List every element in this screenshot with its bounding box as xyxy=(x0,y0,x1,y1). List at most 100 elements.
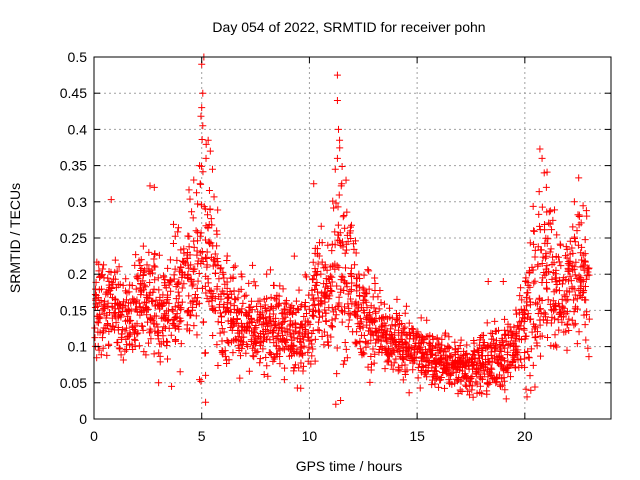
data-point xyxy=(367,353,375,361)
data-point xyxy=(314,288,322,296)
data-point xyxy=(372,339,380,347)
data-point xyxy=(571,291,579,299)
data-point xyxy=(333,71,341,79)
data-point xyxy=(208,302,216,310)
data-point xyxy=(245,279,253,287)
data-point xyxy=(583,311,591,319)
data-point xyxy=(370,304,378,312)
data-point xyxy=(536,321,544,329)
data-point xyxy=(501,344,509,352)
data-point xyxy=(520,324,528,332)
data-point xyxy=(190,176,198,184)
data-point xyxy=(270,339,278,347)
data-point xyxy=(314,294,322,302)
data-point xyxy=(311,265,319,273)
data-point xyxy=(144,339,152,347)
data-point xyxy=(461,372,469,380)
data-point xyxy=(114,324,122,332)
data-point xyxy=(353,339,361,347)
data-point xyxy=(210,193,218,201)
data-point xyxy=(452,368,460,376)
data-point xyxy=(224,338,232,346)
data-point xyxy=(581,250,589,258)
data-point xyxy=(584,265,592,273)
data-point xyxy=(401,338,409,346)
data-point xyxy=(553,343,561,351)
data-point xyxy=(185,292,193,300)
data-point xyxy=(156,293,164,301)
x-tick-labels: 0 5 10 15 20 xyxy=(90,428,533,444)
data-point xyxy=(188,208,196,216)
data-point xyxy=(444,344,452,352)
data-point xyxy=(552,278,560,286)
data-point xyxy=(376,345,384,353)
data-point xyxy=(186,312,194,320)
data-point xyxy=(97,296,105,304)
data-point xyxy=(365,267,373,275)
data-point xyxy=(131,322,139,330)
data-point xyxy=(204,223,212,231)
data-point xyxy=(546,248,554,256)
data-point xyxy=(355,270,363,278)
data-point xyxy=(444,359,452,367)
data-point xyxy=(310,312,318,320)
data-point xyxy=(282,297,290,305)
data-point xyxy=(149,297,157,305)
data-point xyxy=(564,267,572,275)
data-point xyxy=(172,283,180,291)
data-point xyxy=(488,365,496,373)
data-point xyxy=(578,293,586,301)
data-point xyxy=(269,333,277,341)
data-point xyxy=(214,362,222,370)
data-point xyxy=(448,380,456,388)
data-point xyxy=(367,336,375,344)
data-point xyxy=(405,389,413,397)
data-point xyxy=(281,313,289,321)
data-point xyxy=(189,267,197,275)
data-point xyxy=(315,252,323,260)
data-point xyxy=(295,286,303,294)
data-point xyxy=(209,290,217,298)
data-point xyxy=(249,261,257,269)
data-point xyxy=(569,223,577,231)
data-point xyxy=(581,258,589,266)
data-point xyxy=(439,365,447,373)
data-point xyxy=(343,208,351,216)
data-point xyxy=(155,349,163,357)
data-point xyxy=(551,331,559,339)
data-point xyxy=(184,271,192,279)
data-point xyxy=(584,344,592,352)
data-point xyxy=(383,338,391,346)
data-point xyxy=(217,264,225,272)
data-point xyxy=(194,200,202,208)
data-point xyxy=(527,386,535,394)
data-point xyxy=(293,346,301,354)
data-point xyxy=(209,256,217,264)
data-point xyxy=(512,329,520,337)
data-point xyxy=(131,336,139,344)
data-point xyxy=(399,376,407,384)
data-point xyxy=(447,352,455,360)
data-point xyxy=(104,299,112,307)
data-point xyxy=(340,286,348,294)
data-point xyxy=(211,269,219,277)
data-point xyxy=(418,357,426,365)
data-point xyxy=(309,327,317,335)
data-point xyxy=(186,195,194,203)
data-point xyxy=(562,243,570,251)
data-point xyxy=(188,282,196,290)
data-point xyxy=(331,165,339,173)
data-point xyxy=(109,280,117,288)
data-point xyxy=(204,211,212,219)
data-point xyxy=(484,277,492,285)
data-point xyxy=(290,329,298,337)
data-point xyxy=(126,340,134,348)
data-point xyxy=(362,298,370,306)
data-point xyxy=(264,372,272,380)
data-point xyxy=(456,341,464,349)
data-point xyxy=(517,284,525,292)
data-point xyxy=(537,352,545,360)
data-point xyxy=(170,220,178,228)
data-point xyxy=(196,376,204,384)
data-point xyxy=(536,305,544,313)
